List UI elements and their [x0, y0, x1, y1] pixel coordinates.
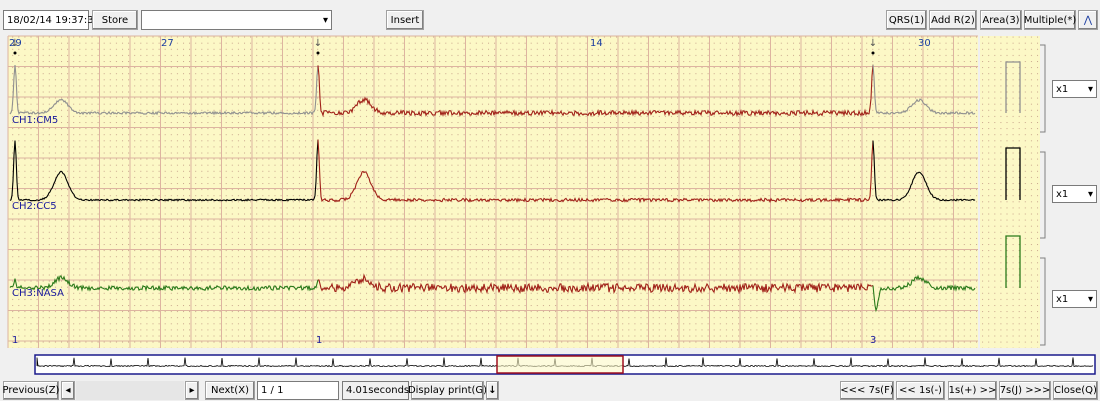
previous-button[interactable]: Previous(Z) [3, 381, 59, 400]
traces [9, 64, 976, 313]
ecg-strip: 29 27 14 30 ↓ ↓ ↓ CH1:CM5 CH2:CC5 CH3:NASA 1 1 3 [7, 35, 1096, 375]
time-marker: 14 [590, 38, 603, 49]
scroll-left[interactable]: ◂ [61, 381, 75, 400]
back-7s-button[interactable]: <<< 7s(F) [840, 381, 894, 400]
next-button[interactable]: Next(X) [205, 381, 255, 400]
timestamp: 18/02/14 19:37:30 [3, 10, 100, 30]
gain-select[interactable]: x1 ▾ [1052, 290, 1097, 308]
ecg-trace [317, 139, 874, 204]
time-marker: 27 [161, 38, 174, 49]
calibration-dots [980, 36, 1040, 348]
add-r-button[interactable]: Add R(2) [929, 10, 977, 30]
gain-value: x1 [1056, 188, 1069, 200]
beat-label: 1 [316, 335, 322, 346]
qrs-button[interactable]: QRS(1) [886, 10, 927, 30]
strip-labels: 29 27 14 30 ↓ ↓ ↓ CH1:CM5 CH2:CC5 CH3:NASA 1 1 3 [9, 38, 931, 346]
print-arrow[interactable]: ↓ [486, 381, 499, 400]
close-button[interactable]: Close(Q) [1053, 381, 1098, 400]
channel-label: CH3:NASA [12, 288, 64, 299]
ecg-trace [872, 140, 976, 202]
channel-label: CH1:CM5 [12, 115, 58, 126]
ecg-trace [872, 274, 976, 313]
beat-marker: ↓ [869, 38, 877, 49]
ecg-trace [9, 275, 319, 292]
back-1s-button[interactable]: << 1s(-) [896, 381, 945, 400]
time-marker: 30 [918, 38, 931, 49]
channel-brackets [1040, 44, 1046, 346]
time-marker: 29 [9, 38, 22, 49]
area-button[interactable]: Area(3) [980, 10, 1022, 30]
gain-value: x1 [1056, 83, 1069, 95]
grid-dots [8, 36, 978, 348]
ecg-trace [317, 273, 874, 295]
gain-value: x1 [1056, 293, 1069, 305]
cursor-button[interactable]: ⋀ [1078, 10, 1098, 30]
ecg-trace [317, 64, 874, 118]
forward-1s-button[interactable]: 1s(+) >> [948, 381, 997, 400]
forward-7s-button[interactable]: 7s(J) >>> [999, 381, 1051, 400]
beat-marker: ↓ [11, 38, 19, 49]
display-print-button[interactable]: Display print(G) [408, 381, 487, 400]
grid-lines [7, 35, 978, 348]
ecg-trace [9, 64, 319, 116]
beat-dot [316, 51, 320, 55]
store-button[interactable]: Store [92, 10, 138, 30]
page-indicator: 1 / 1 [257, 381, 339, 400]
beat-dot [871, 51, 875, 55]
duration: 4.01seconds [342, 381, 409, 400]
ecg-trace [872, 64, 976, 116]
scroll-right[interactable]: ▸ [185, 381, 199, 400]
store-dropdown[interactable]: ▾ [141, 10, 332, 30]
channel-label: CH2:CC5 [12, 201, 57, 212]
insert-button[interactable]: Insert [386, 10, 424, 30]
beat-label: 1 [12, 335, 18, 346]
overview-selection[interactable] [496, 355, 624, 374]
calibration-pulse [1005, 61, 1021, 113]
scroll-track[interactable] [76, 381, 184, 400]
beat-label: 3 [870, 335, 876, 346]
beat-dot [13, 51, 17, 55]
gain-select[interactable]: x1 ▾ [1052, 185, 1097, 203]
gain-select[interactable]: x1 ▾ [1052, 80, 1097, 98]
ecg-trace [9, 139, 319, 202]
calibration-pulse [1005, 235, 1021, 288]
calibration-pulse [1005, 147, 1021, 200]
beat-marker: ↓ [314, 38, 322, 49]
multiple-button[interactable]: Multiple(*) [1024, 10, 1076, 30]
